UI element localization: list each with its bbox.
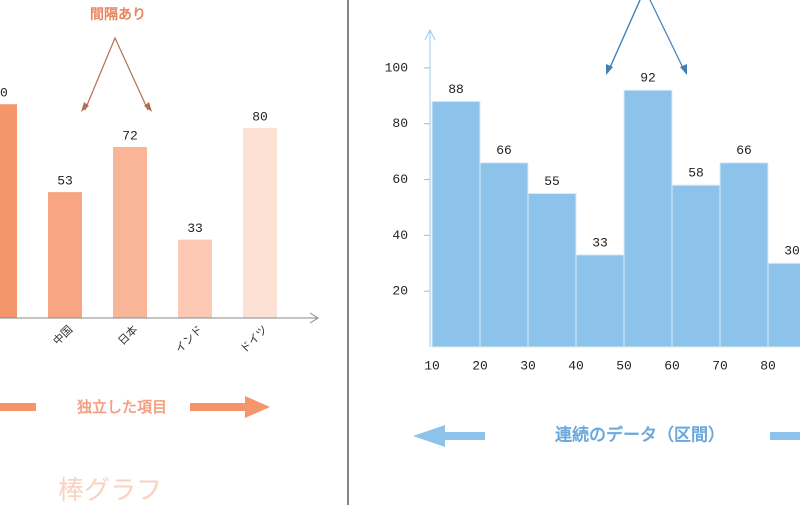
annotation: 独立した項目 <box>77 398 167 416</box>
x-tick-label: 30 <box>520 358 536 373</box>
x-tick-label: 80 <box>760 358 776 373</box>
right-arrow <box>190 396 270 418</box>
y-tick-label: 40 <box>392 228 408 243</box>
left-arrow <box>0 403 36 411</box>
histogram-bar <box>623 89 673 348</box>
histogram-bar <box>479 162 529 348</box>
bar <box>48 192 82 318</box>
data-label: 72 <box>122 128 138 143</box>
gap-arrows <box>84 36 149 111</box>
axis-arrow <box>309 312 319 324</box>
histogram-bar <box>671 184 721 348</box>
data-label: 80 <box>252 109 268 124</box>
x-tick-label: 50 <box>616 358 632 373</box>
data-label: 92 <box>640 71 656 86</box>
histogram-bar <box>719 162 769 348</box>
x-tick-label: 60 <box>664 358 680 373</box>
histogram-bar <box>575 254 625 348</box>
chart-caption: 棒グラフ <box>58 476 162 505</box>
histogram-bar <box>431 100 481 348</box>
y-tick-label: 80 <box>392 116 408 131</box>
data-label: 66 <box>496 143 512 158</box>
x-tick-label: 70 <box>712 358 728 373</box>
gap-arrows <box>607 0 686 73</box>
data-label: 30 <box>784 244 800 259</box>
x-tick-label: 中国 <box>50 323 75 348</box>
data-label: 90 <box>0 86 8 101</box>
annotation: 間隔あり <box>90 7 146 23</box>
bar <box>113 147 147 318</box>
data-label: 55 <box>544 174 560 189</box>
bar <box>0 104 17 318</box>
y-tick-label: 100 <box>385 60 408 75</box>
data-label: 53 <box>57 174 73 189</box>
x-tick-label: ドイツ <box>238 323 271 356</box>
histogram-bar <box>527 193 577 348</box>
annotation: 連続のデータ（区間） <box>555 425 725 446</box>
bar <box>243 128 277 318</box>
arrowhead <box>606 64 613 75</box>
data-label: 66 <box>736 143 752 158</box>
y-tick-label: 20 <box>392 284 408 299</box>
arrowhead <box>144 102 152 112</box>
data-label: 88 <box>448 82 464 97</box>
axis-arrow <box>424 28 436 41</box>
data-label: 33 <box>592 235 608 250</box>
arrowhead <box>680 64 687 75</box>
data-label: 58 <box>688 166 704 181</box>
x-tick-label: 日本 <box>115 322 140 347</box>
x-tick-label: 10 <box>424 358 440 373</box>
bar <box>178 239 212 318</box>
histogram-bar <box>767 262 800 348</box>
x-tick-label: 40 <box>568 358 584 373</box>
left-arrow <box>413 425 485 447</box>
x-tick-label: インド <box>173 323 206 356</box>
y-tick-label: 60 <box>392 172 408 187</box>
right-arrow <box>770 432 800 440</box>
data-label: 33 <box>187 221 203 236</box>
arrowhead <box>81 102 89 112</box>
x-tick-label: 20 <box>472 358 488 373</box>
